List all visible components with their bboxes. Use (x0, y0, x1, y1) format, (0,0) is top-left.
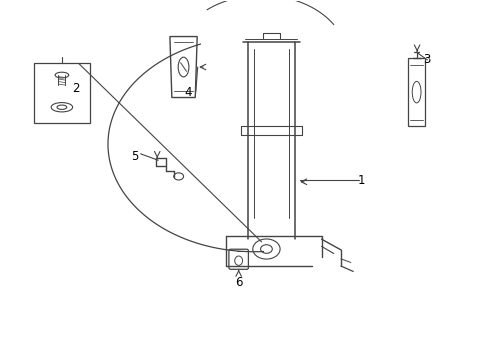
Text: 2: 2 (72, 82, 80, 95)
Text: 3: 3 (423, 53, 430, 66)
Text: 4: 4 (184, 86, 192, 99)
Bar (34, 63, 90, 123)
Text: 5: 5 (131, 150, 138, 163)
Text: 1: 1 (357, 174, 365, 186)
Text: 6: 6 (234, 276, 242, 289)
